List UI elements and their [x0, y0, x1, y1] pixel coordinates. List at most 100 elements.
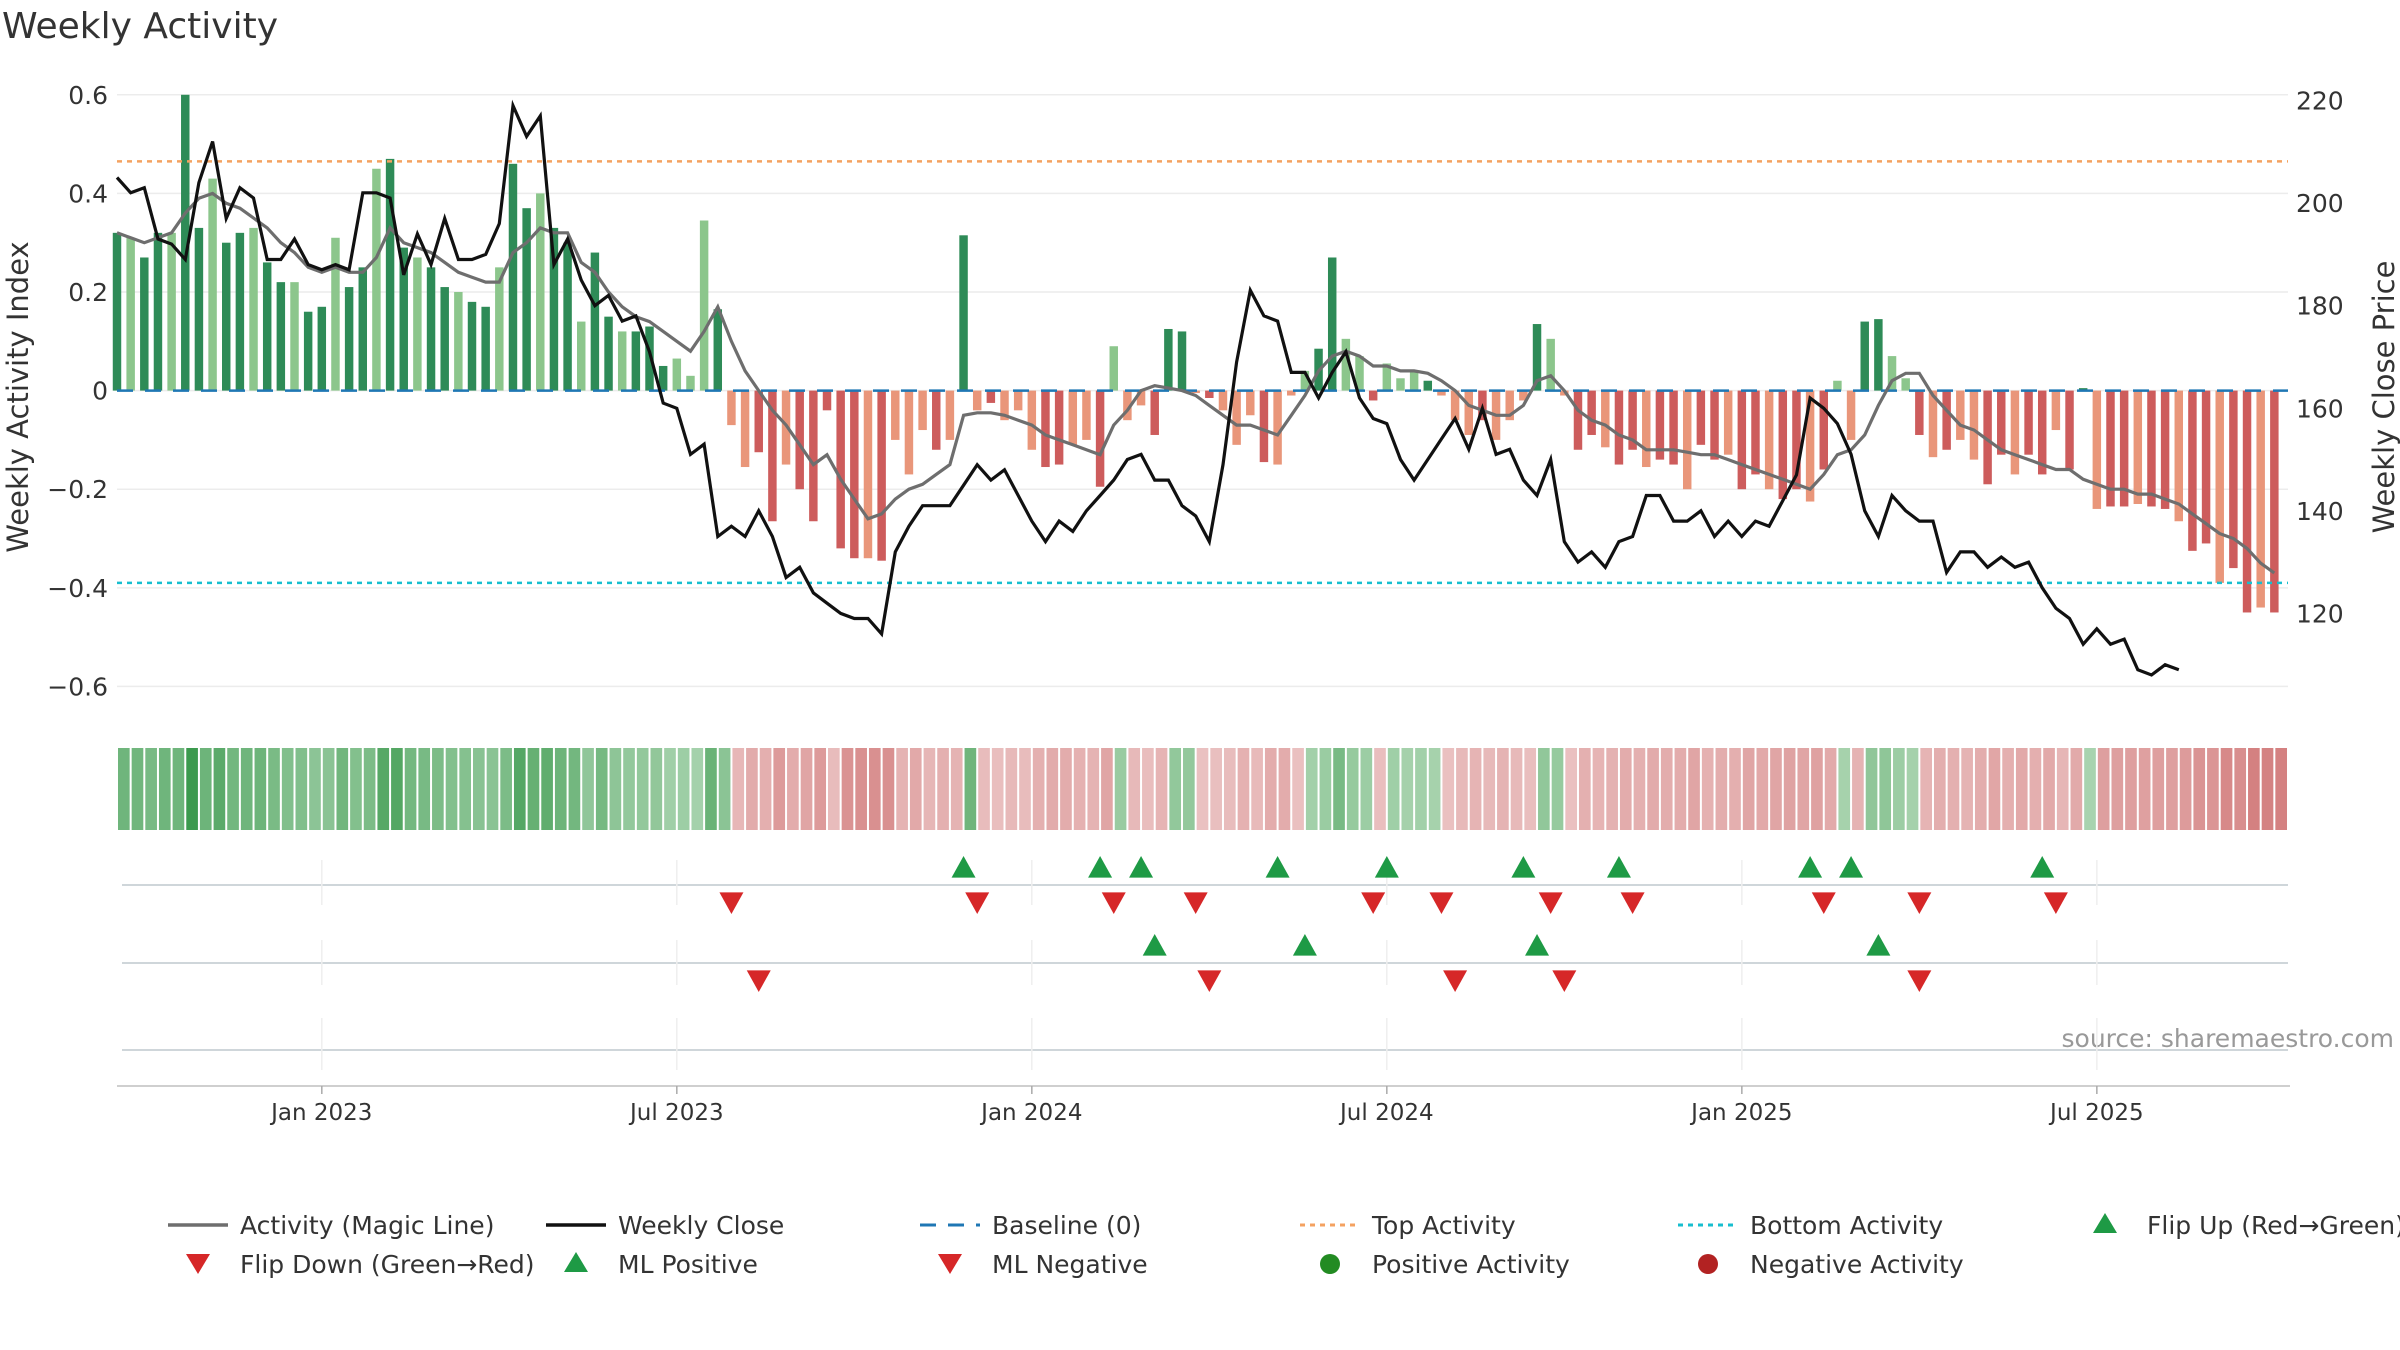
- activity-bar: [1846, 390, 1856, 440]
- activity-bar: [1068, 390, 1078, 445]
- heat-cell: [158, 748, 171, 830]
- heat-cell: [746, 748, 758, 830]
- flip-down-marker: [965, 892, 990, 914]
- heat-cell: [2097, 748, 2110, 830]
- activity-heat-strip: [118, 748, 2287, 830]
- activity-bar: [768, 390, 777, 522]
- heat-cell: [1483, 748, 1496, 830]
- legend-swatch-up-triangle: [2093, 1213, 2117, 1233]
- activity-bar: [1628, 390, 1637, 450]
- heat-cell: [609, 748, 622, 830]
- activity-bar: [795, 390, 804, 490]
- heat-cell: [2138, 748, 2151, 830]
- heat-cell: [623, 748, 635, 830]
- activity-bar: [1054, 390, 1064, 465]
- activity-bar: [1546, 338, 1555, 391]
- activity-bar: [1259, 390, 1269, 463]
- heat-cell: [309, 748, 321, 830]
- activity-bar: [1573, 390, 1583, 450]
- activity-bar: [495, 267, 504, 391]
- heat-cell: [459, 748, 472, 830]
- activity-bar: [140, 257, 149, 391]
- heat-cell: [336, 748, 349, 830]
- heat-cell: [1961, 748, 1973, 830]
- heat-cell: [1701, 748, 1714, 830]
- heat-cell: [2015, 748, 2028, 830]
- legend-label: Baseline (0): [992, 1211, 1141, 1240]
- activity-bar: [1901, 378, 1910, 391]
- heat-cell: [1824, 748, 1837, 830]
- activity-bar: [1956, 390, 1965, 440]
- heat-cell: [909, 748, 922, 830]
- activity-bar: [1382, 363, 1392, 391]
- x-tick-label: Jan 2025: [1689, 1100, 1792, 1126]
- heat-cell: [1592, 748, 1605, 830]
- grid-lines: [117, 94, 2288, 688]
- ml-negative-marker: [746, 970, 771, 992]
- activity-bar: [836, 390, 845, 549]
- activity-bar: [262, 262, 272, 391]
- heat-cell: [705, 748, 717, 830]
- activity-bar: [467, 301, 477, 391]
- heat-cell: [1893, 748, 1905, 830]
- heat-cell: [1606, 748, 1618, 830]
- flip-down-marker: [1538, 892, 1563, 914]
- legend-item: Positive Activity: [1320, 1250, 1570, 1279]
- heat-cell: [1920, 748, 1932, 830]
- heat-cell: [2002, 748, 2014, 830]
- heat-cell: [595, 748, 608, 830]
- heat-cell: [1947, 748, 1960, 830]
- activity-bar: [1246, 390, 1255, 416]
- heat-cell: [350, 748, 362, 830]
- heat-cell: [322, 748, 335, 830]
- activity-bar: [1819, 390, 1828, 470]
- heat-cell: [814, 748, 827, 830]
- legend: Activity (Magic Line) Weekly Close Baselin…: [168, 1211, 2400, 1279]
- activity-bar: [153, 232, 163, 391]
- heat-cell: [2261, 748, 2274, 830]
- y-tick-label: 0.2: [68, 278, 108, 307]
- heat-cell: [1688, 748, 1700, 830]
- heat-cell: [1619, 748, 1632, 830]
- activity-bar: [1696, 390, 1706, 445]
- heat-cell: [377, 748, 390, 830]
- heat-cell: [1538, 748, 1550, 830]
- x-tick-label: Jul 2024: [1338, 1100, 1434, 1126]
- activity-bar: [385, 158, 395, 391]
- heat-cell: [432, 748, 444, 830]
- heat-cell: [1374, 748, 1386, 830]
- heat-cell: [950, 748, 963, 830]
- activity-bar: [508, 163, 518, 391]
- activity-bar: [1532, 324, 1542, 391]
- activity-bar: [918, 390, 927, 431]
- heat-cell: [1838, 748, 1851, 830]
- activity-bar: [1792, 390, 1801, 490]
- flip-down-marker: [1620, 892, 1645, 914]
- activity-bar: [631, 331, 641, 391]
- activity-bar: [2010, 390, 2020, 475]
- heat-cell: [213, 748, 226, 830]
- heat-cell: [1551, 748, 1564, 830]
- legend-label: ML Negative: [992, 1250, 1148, 1279]
- y2-axis-label: Weekly Close Price: [2367, 261, 2400, 534]
- activity-bar: [1778, 390, 1788, 500]
- y-axis-ticks: −0.6 −0.4 −0.2 0 0.2 0.4 0.6: [47, 81, 108, 702]
- heat-cell: [828, 748, 840, 830]
- heat-cell: [1852, 748, 1864, 830]
- activity-bar: [563, 242, 572, 391]
- y2-tick-label: 200: [2296, 189, 2344, 218]
- flip-down-marker: [1811, 892, 1836, 914]
- heat-cell: [2275, 748, 2287, 830]
- heat-cell: [868, 748, 881, 830]
- activity-bar: [112, 232, 122, 391]
- x-tick-label: Jan 2023: [269, 1100, 372, 1126]
- activity-bar: [2229, 390, 2238, 569]
- flip-down-marker: [1907, 892, 1932, 914]
- y-axis-label: Weekly Activity Index: [1, 241, 35, 552]
- activity-bar: [522, 208, 531, 391]
- y-tick-label: 0.6: [68, 81, 108, 110]
- flip-up-marker: [1606, 856, 1631, 878]
- flip-down-marker: [719, 892, 744, 914]
- heat-cell: [404, 748, 417, 830]
